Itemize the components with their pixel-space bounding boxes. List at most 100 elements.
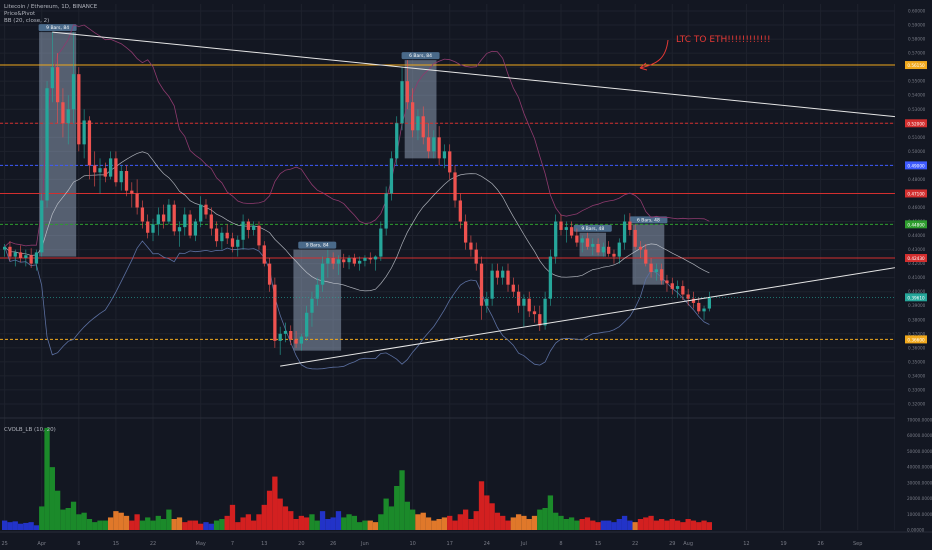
level-2-scale-text: 0.52000 [907, 121, 925, 126]
candle-body [347, 258, 351, 263]
volume-bar [261, 504, 267, 530]
volume-bar [213, 520, 220, 530]
candle-body [511, 284, 515, 292]
candle-body [177, 227, 182, 232]
volume-bar [160, 519, 167, 530]
time-tick-label: May [196, 541, 206, 547]
candle-body [474, 249, 478, 264]
price-tick-label: 0.37000 [908, 331, 926, 336]
time-tick-label: 19 [780, 541, 786, 547]
candle-body [686, 294, 690, 299]
candle-body [416, 116, 420, 131]
candle-body [278, 333, 282, 341]
ascending-trendline [280, 267, 896, 367]
price-tick-label: 0.34000 [908, 373, 926, 378]
candle-body [225, 232, 229, 239]
candle-body [670, 283, 674, 289]
volume-bar [330, 517, 336, 530]
volume-bar [266, 490, 273, 530]
annotation-arrowhead [639, 62, 648, 71]
candle-body [114, 158, 118, 183]
volume-bar [632, 522, 638, 530]
volume-bar [166, 509, 172, 530]
candle-body [554, 221, 558, 257]
candle-body [305, 312, 309, 337]
volume-bar [49, 467, 55, 530]
volume-bar [314, 520, 320, 530]
volume-bar [288, 511, 294, 530]
volume-bar [531, 515, 538, 530]
candle-body [702, 308, 706, 312]
volume-bar [436, 519, 442, 530]
volume-bar [12, 521, 18, 530]
count-label-bg [38, 24, 77, 32]
candle-body [257, 225, 261, 246]
volume-bar [452, 520, 458, 530]
price-tick-label: 0.60000 [908, 9, 926, 14]
volume-bar [537, 509, 543, 530]
candle-body [358, 260, 362, 264]
time-tick-label: 10 [409, 541, 415, 547]
time-scale[interactable]: 25 Apr 8 15 22 May 7 13 20 26 Jun 10 17 24 Jul 8 15 22 29 A… [0, 531, 932, 550]
volume-bar [203, 522, 209, 530]
annotation-arrow[interactable] [639, 39, 669, 71]
candle-body [368, 258, 372, 260]
candle-body [379, 228, 383, 257]
price-scale-bg[interactable] [895, 0, 932, 550]
level-1-scale-tag [905, 61, 927, 70]
volume-bar [113, 511, 119, 530]
price-tick-label: 0.39000 [908, 303, 926, 308]
count-label-bg [401, 52, 440, 60]
annotation-text[interactable]: LTC TO ETH!!!!!!!!!!!! [676, 35, 771, 45]
candle-body [649, 263, 653, 273]
volume-bar [367, 520, 373, 530]
candle-body [294, 339, 298, 344]
time-scale-bg[interactable] [0, 532, 932, 550]
volume-bar [245, 514, 252, 530]
volume-bar [643, 517, 649, 530]
candle-body [485, 298, 489, 306]
time-tick-label: 26 [330, 541, 336, 547]
volume-bar [60, 509, 66, 530]
legend-indicator-pivot[interactable]: Price&Pivot [4, 11, 36, 17]
candle-body [199, 204, 203, 222]
candle-body [135, 193, 139, 208]
candle-body [146, 221, 150, 233]
candle-body [331, 258, 335, 264]
volume-bar [521, 515, 527, 530]
price-scale[interactable]: 0.600000.590000.580000.570000.560000.550… [895, 0, 932, 550]
volume-bar [23, 522, 29, 530]
legend-indicator-bb[interactable]: BB (20, close, 2) [4, 18, 49, 24]
volume-bar [701, 520, 707, 530]
candle-body [373, 256, 378, 260]
volume-bar [409, 509, 416, 530]
volume-bar [494, 512, 501, 530]
level-1-scale-text: 0.56150 [907, 63, 925, 68]
volume-bar [107, 517, 114, 530]
volume-bar [293, 519, 299, 530]
candle-body [156, 214, 160, 225]
time-tick-label: 26 [817, 541, 823, 547]
volume-bar [33, 525, 40, 530]
volume-bar [44, 427, 50, 530]
candle-body [596, 243, 600, 253]
legend-volume[interactable]: CVOLB_LB (10, 20) [4, 427, 56, 433]
volume-bar [457, 514, 463, 530]
candle-body [395, 123, 399, 159]
candle-body [384, 193, 388, 229]
volume-scale[interactable]: 70000.00000 60000.00000 50000.00000 40000.0… [907, 418, 932, 533]
volume-bar [478, 481, 485, 530]
volume-bar [65, 508, 71, 530]
candle-body [140, 207, 145, 222]
level-2-scale-tag [905, 119, 927, 128]
candle-body [617, 242, 621, 257]
legend-symbol[interactable]: Litecoin / Ethereum, 1D, BINANCE [4, 4, 98, 10]
volume-bar [304, 517, 310, 530]
volume-tick-label: 10000.00000 [907, 512, 932, 517]
volume-bar [139, 520, 146, 530]
candle-body [267, 263, 272, 285]
time-tick-label: 13 [261, 541, 267, 547]
candle-body [522, 298, 526, 306]
